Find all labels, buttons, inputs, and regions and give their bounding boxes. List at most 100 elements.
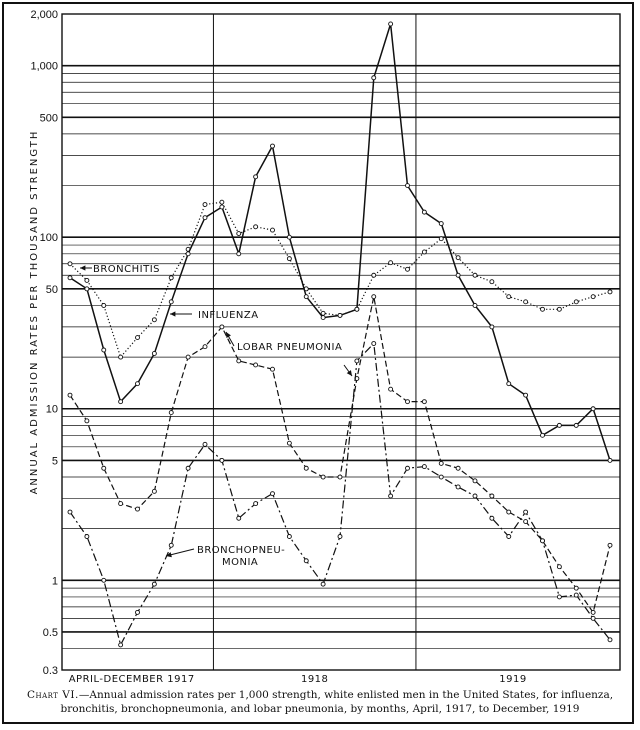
caption-label: Chart VI.	[26, 689, 79, 701]
data-point-influenza	[573, 422, 579, 428]
data-point-bronchopneu-monia	[405, 465, 410, 471]
y-tick-label: 0.3	[43, 665, 58, 677]
data-point-influenza	[421, 209, 427, 215]
data-point-influenza	[455, 272, 461, 278]
data-point-bronchitis	[506, 294, 512, 300]
series-label-influenza: INFLUENZA	[198, 310, 259, 321]
data-point-bronchitis	[607, 289, 613, 295]
arrowhead	[226, 332, 231, 338]
data-point-lobar-pneumonia	[202, 344, 208, 350]
data-point-bronchitis	[135, 335, 140, 341]
series-label-lobar-pneumonia: LOBAR PNEUMONIA	[237, 342, 342, 353]
data-point-bronchopneu-monia	[151, 581, 157, 587]
data-point-influenza	[556, 422, 562, 428]
series-group	[67, 21, 613, 648]
arrowhead	[170, 311, 176, 317]
data-point-lobar-pneumonia	[303, 465, 309, 471]
data-point-lobar-pneumonia	[472, 478, 478, 484]
data-point-bronchitis	[270, 227, 275, 233]
data-point-bronchitis	[118, 354, 124, 360]
arrowhead	[80, 265, 86, 271]
data-point-bronchopneu-monia	[118, 642, 124, 648]
data-point-bronchitis	[151, 317, 157, 323]
data-point-influenza	[151, 351, 157, 356]
data-point-lobar-pneumonia	[337, 474, 343, 480]
data-point-bronchitis	[455, 255, 461, 261]
y-tick-label: 500	[40, 112, 58, 124]
data-point-influenza	[388, 21, 394, 27]
data-point-influenza	[202, 215, 208, 221]
data-point-lobar-pneumonia	[151, 488, 157, 494]
data-point-influenza	[219, 204, 225, 210]
data-point-influenza	[236, 251, 242, 257]
series-label-bronchitis: BRONCHITIS	[93, 264, 160, 275]
plot-area-border	[61, 13, 621, 671]
data-point-influenza	[270, 143, 275, 149]
data-point-influenza	[84, 286, 90, 292]
data-point-influenza	[337, 312, 343, 318]
data-point-influenza	[320, 315, 326, 321]
data-point-bronchopneu-monia	[489, 515, 495, 521]
data-point-lobar-pneumonia	[236, 358, 242, 364]
data-point-bronchopneu-monia	[219, 457, 225, 463]
data-point-bronchopneu-monia	[506, 534, 512, 539]
data-point-bronchopneu-monia	[286, 534, 292, 539]
data-point-bronchopneu-monia	[253, 501, 259, 507]
data-point-influenza	[185, 251, 191, 257]
data-point-bronchitis	[253, 224, 259, 230]
data-point-lobar-pneumonia	[135, 506, 140, 512]
data-point-bronchitis	[202, 202, 208, 207]
gridlines	[62, 13, 620, 671]
data-point-bronchitis	[590, 294, 596, 300]
data-point-bronchopneu-monia	[135, 609, 140, 615]
data-point-lobar-pneumonia	[506, 509, 512, 515]
data-point-lobar-pneumonia	[168, 410, 174, 416]
data-point-bronchitis	[438, 236, 444, 242]
data-point-lobar-pneumonia	[590, 609, 596, 615]
data-point-bronchitis	[388, 260, 394, 266]
data-point-bronchitis	[219, 199, 225, 205]
labels-group: BRONCHITIS INFLUENZA LOBAR PNEUMONIA BRONCH…	[80, 264, 353, 568]
data-point-lobar-pneumonia	[320, 474, 326, 480]
y-tick-label: 1,000	[30, 61, 58, 73]
figure-frame	[2, 2, 634, 724]
arrowhead	[346, 370, 352, 376]
data-point-lobar-pneumonia	[607, 542, 613, 548]
data-point-influenza	[506, 381, 512, 387]
data-point-influenza	[303, 294, 309, 300]
data-point-influenza	[590, 406, 596, 412]
figure-caption: Chart VI.—Annual admission rates per 1,0…	[20, 688, 620, 716]
data-point-bronchopneu-monia	[337, 534, 343, 539]
data-point-lobar-pneumonia	[101, 465, 107, 471]
data-point-influenza	[354, 306, 360, 312]
data-point-bronchopneu-monia	[421, 464, 427, 470]
y-tick-label: 5	[52, 455, 58, 467]
data-point-influenza	[253, 174, 259, 180]
data-point-lobar-pneumonia	[421, 399, 427, 405]
data-point-bronchitis	[523, 299, 529, 305]
data-point-bronchitis	[286, 256, 292, 262]
data-point-bronchopneu-monia	[472, 493, 478, 499]
chart: 2,000 1,000 500 100 50 10 5 1 0.5 0.3 ANNUAL ADMIS…	[29, 9, 621, 685]
data-point-bronchopneu-monia	[168, 542, 174, 548]
data-point-influenza	[286, 234, 292, 240]
data-point-lobar-pneumonia	[489, 493, 495, 499]
y-axis-label: ANNUAL ADMISSION RATES PER THOUSAND STRE…	[29, 130, 40, 495]
data-point-lobar-pneumonia	[67, 392, 73, 398]
x-tick-label: 1919	[499, 674, 526, 685]
data-point-bronchopneu-monia	[354, 358, 360, 364]
data-point-bronchitis	[556, 306, 562, 312]
data-point-bronchopneu-monia	[573, 592, 579, 598]
series-label-bronchopneumonia-1: BRONCHOPNEU-	[197, 545, 285, 556]
data-point-lobar-pneumonia	[455, 465, 461, 471]
y-tick-label: 0.5	[43, 627, 58, 639]
data-point-bronchitis	[573, 299, 579, 305]
data-point-bronchitis	[168, 275, 174, 281]
series-label-bronchopneumonia-2: MONIA	[222, 557, 258, 568]
series-line-bronchitis	[69, 201, 611, 359]
data-point-bronchopneu-monia	[236, 515, 242, 521]
y-tick-label: 100	[40, 232, 58, 244]
data-point-lobar-pneumonia	[270, 366, 275, 372]
y-tick-label: 2,000	[30, 9, 58, 21]
data-point-bronchopneu-monia	[556, 594, 562, 600]
